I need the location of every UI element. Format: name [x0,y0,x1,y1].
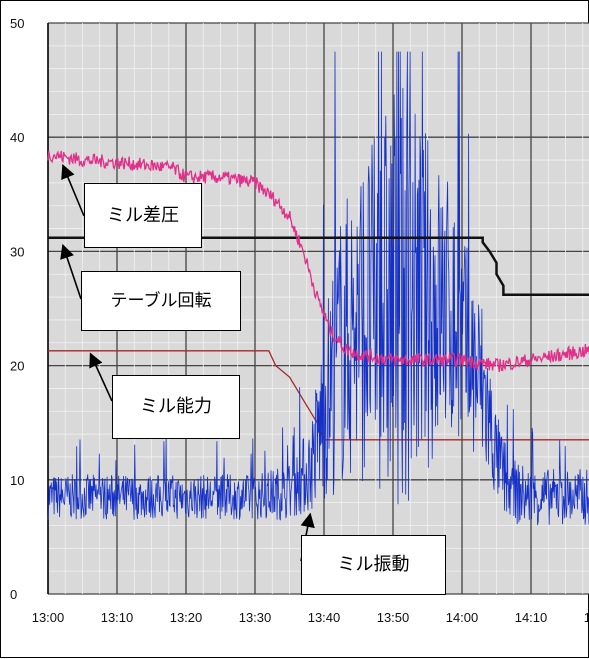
x-tick-label: 14:10 [515,610,548,625]
y-tick-label: 10 [10,473,24,488]
annotation-arrow [89,352,113,402]
series-mill-pressure [47,150,589,372]
x-tick-label: 13:00 [32,610,65,625]
y-tick-label: 20 [10,359,24,374]
x-tick-label: 13:50 [377,610,410,625]
callout-table-rotation: テーブル回転 [81,271,241,331]
x-tick-label: 13:20 [170,610,203,625]
x-tick-label: 13:10 [101,610,134,625]
y-tick-label: 0 [10,587,17,602]
x-tick-label: 13:40 [308,610,341,625]
annotation-arrow [61,163,85,217]
series-mill-vibration [47,51,589,526]
series-layer [47,51,589,526]
x-tick-label: 13:30 [239,610,272,625]
callout-mill-pressure: ミル差圧 [84,183,202,248]
series-table-rotation [48,236,589,297]
x-tick-label: 14:20 [584,610,589,625]
y-axis-ticks: 0 10 20 30 40 50 [10,16,24,602]
callout-mill-vibration: ミル振動 [301,535,446,595]
callout-mill-capacity: ミル能力 [112,375,240,439]
x-axis-ticks: 13:00 13:10 13:20 13:30 13:40 13:50 14:00 14:10… [32,610,589,625]
y-tick-label: 50 [10,16,24,31]
y-tick-label: 30 [10,244,24,259]
y-tick-label: 40 [10,130,24,145]
annotation-arrow [60,243,82,300]
x-tick-label: 14:00 [446,610,479,625]
